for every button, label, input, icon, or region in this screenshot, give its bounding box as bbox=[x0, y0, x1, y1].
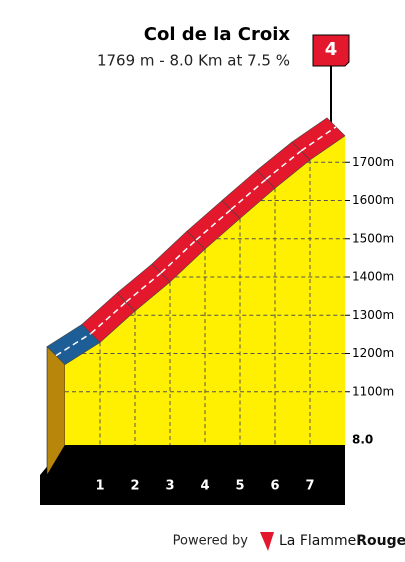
center-dash bbox=[55, 332, 92, 357]
category-badge: 4 bbox=[325, 39, 338, 60]
profile-face bbox=[135, 281, 170, 445]
brand: La FlammeRouge bbox=[279, 533, 405, 549]
flag bbox=[312, 34, 350, 67]
gradient-label: 5.8 bbox=[72, 455, 93, 469]
footer-text: Powered by bbox=[173, 534, 249, 549]
x-tick-label: 2 bbox=[130, 479, 139, 494]
profile: 1100m 1200m 1300m 1400m 1500m 1600m 1700m 1 2 3 4 5… bbox=[40, 117, 394, 505]
gradient-label: 8.6 bbox=[177, 455, 198, 469]
gradient-label: 7.6 bbox=[142, 455, 163, 469]
gradient-label: 6.3 bbox=[317, 455, 338, 469]
x-tick-label: 4 bbox=[200, 479, 209, 494]
y-tick-label: 1200m bbox=[352, 346, 394, 360]
profile-face bbox=[100, 311, 135, 445]
center-dash bbox=[230, 178, 267, 211]
center-dash bbox=[160, 239, 197, 274]
brand-name-bold: Rouge bbox=[356, 533, 405, 549]
x-tick-label: 1 bbox=[95, 479, 104, 494]
center-dash bbox=[300, 126, 337, 152]
y-tick-label: 1400m bbox=[352, 270, 394, 284]
gradient-label: 7.9 bbox=[247, 455, 268, 469]
y-tick-label: 1100m bbox=[352, 384, 394, 398]
x-tick-label: 8.0 bbox=[352, 433, 373, 447]
center-dash bbox=[125, 272, 162, 303]
x-tick-label: 5 bbox=[235, 479, 244, 494]
brand-icon bbox=[260, 532, 274, 551]
x-tick-label: 3 bbox=[165, 479, 174, 494]
center-dash bbox=[90, 301, 127, 334]
center-dash bbox=[195, 208, 232, 241]
profile-face bbox=[65, 342, 100, 445]
x-tick-label: 7 bbox=[305, 479, 314, 494]
center-dash bbox=[265, 150, 302, 180]
base bbox=[40, 445, 345, 505]
y-tick-label: 1500m bbox=[352, 231, 394, 245]
y-tick-label: 1700m bbox=[352, 155, 394, 169]
gradient-label: 7.4 bbox=[282, 455, 303, 469]
profile-face bbox=[275, 159, 310, 445]
y-tick-label: 1300m bbox=[352, 308, 394, 322]
profile-face bbox=[170, 249, 205, 445]
title: Col de la Croix bbox=[144, 24, 291, 45]
x-tick-label: 6 bbox=[270, 479, 279, 494]
profile-face bbox=[240, 188, 275, 445]
profile-face bbox=[205, 218, 240, 445]
y-tick-label: 1600m bbox=[352, 193, 394, 207]
gradient-label: 8.2 bbox=[107, 455, 128, 469]
brand-name: La Flamme bbox=[279, 533, 356, 549]
gradient-label: 8.0 bbox=[212, 455, 233, 469]
profile-face bbox=[310, 135, 345, 446]
subtitle: 1769 m - 8.0 Km at 7.5 % bbox=[97, 52, 290, 70]
